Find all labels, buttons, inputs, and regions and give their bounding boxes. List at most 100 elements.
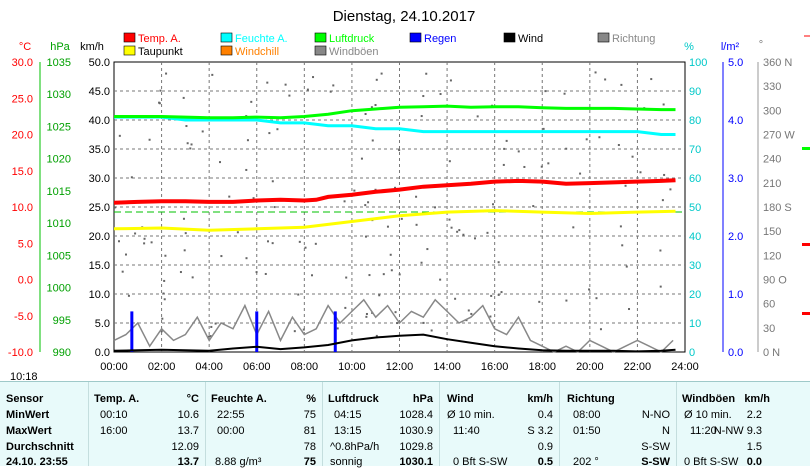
direction-dot — [585, 138, 588, 141]
pressure-tick: 1030 — [47, 89, 71, 101]
boeen-min: 2.2 — [746, 409, 762, 421]
direction-dot — [604, 78, 607, 81]
x-tick: 10:00 — [338, 361, 366, 373]
direction-tick: 210 — [763, 178, 781, 190]
x-tick: 22:00 — [624, 361, 652, 373]
direction-dot — [621, 244, 624, 247]
right-edge-markers — [802, 35, 810, 315]
direction-dot — [659, 249, 662, 252]
richtung-deg: 202 ° — [573, 456, 599, 468]
legend-label: Taupunkt — [138, 46, 183, 58]
rain-bar — [130, 311, 134, 352]
direction-dot — [130, 176, 133, 179]
temp-tick: 5.0 — [18, 238, 33, 250]
direction-dot — [228, 195, 231, 198]
direction-dot — [625, 265, 628, 268]
direction-dot — [190, 143, 193, 146]
temp-tick: -5.0 — [14, 311, 33, 323]
humidity-tick: 40 — [689, 231, 701, 243]
col-wind: Wind km/h Ø 10 min. 0.4 11:40 S 3.2 0.9 … — [439, 382, 560, 468]
direction-dot — [158, 101, 161, 104]
temp-max-time: 16:00 — [100, 425, 128, 437]
edge-marker — [802, 147, 810, 150]
druck-header: Luftdruck — [328, 393, 379, 405]
series-taupunkt — [113, 209, 676, 232]
direction-dot — [398, 149, 401, 152]
axis-headers: °C hPa km/h% l/m² ° — [19, 39, 763, 53]
direction-dot — [336, 327, 339, 330]
direction-dot — [159, 89, 162, 92]
feuchte-avg: 78 — [303, 441, 316, 453]
direction-dots — [114, 71, 672, 338]
temp-tick: 10.0 — [12, 202, 33, 214]
direction-dot — [439, 93, 442, 96]
row-label-sensor: Sensor — [6, 393, 44, 405]
direction-dot — [201, 130, 204, 133]
boeen-max: N-NW 9.3 — [713, 425, 762, 437]
humidity-tick: 60 — [689, 173, 701, 185]
direction-dot — [304, 246, 307, 249]
wind-tick: 0.0 — [95, 347, 110, 359]
direction-dot — [390, 269, 393, 272]
richtung-max-time: 01:50 — [573, 425, 601, 437]
direction-dot — [284, 83, 287, 86]
direction-dot — [505, 139, 508, 142]
temp-avg: 12.09 — [171, 441, 199, 453]
legend-label: Richtung — [612, 33, 655, 45]
direction-dot — [360, 157, 363, 160]
humidity-tick: 50 — [689, 202, 701, 214]
direction-dot — [163, 279, 166, 282]
pressure-tick: 995 — [53, 315, 71, 327]
direction-dot — [450, 226, 453, 229]
direction-dot — [118, 134, 121, 137]
rain-tick: 5.0 — [728, 57, 743, 69]
x-tick: 24:00 — [671, 361, 699, 373]
rain-bar — [255, 311, 259, 352]
direction-dot — [353, 189, 356, 192]
edge-marker — [802, 243, 810, 246]
direction-dot — [380, 72, 383, 75]
druck-min: 1028.4 — [399, 409, 433, 421]
direction-dot — [430, 329, 433, 332]
series-temp-a — [113, 178, 676, 205]
direction-dot — [367, 201, 370, 204]
direction-dot — [179, 271, 182, 274]
direction-dot — [398, 273, 401, 276]
x-tick: 04:00 — [195, 361, 223, 373]
axis-ticks: 30.0 25.0 20.0 15.0 10.0 5.0 0.0 -5.0 -10.0 1035 1… — [8, 57, 795, 373]
feuchte-current: 75 — [303, 456, 316, 468]
temp-tick: -10.0 — [8, 347, 33, 359]
legend-label: Windchill — [235, 46, 279, 58]
legend-label: Feuchte A. — [235, 33, 288, 45]
direction-dot — [311, 274, 314, 277]
rain-tick: 0.0 — [728, 347, 743, 359]
rain-tick: 4.0 — [728, 115, 743, 127]
col-temp: Temp. A. °C 00:10 10.6 16:00 13.7 12.09 … — [88, 382, 206, 468]
col-sensor: Sensor MinWert MaxWert Durchschnitt 24.1… — [0, 382, 89, 468]
direction-dot — [150, 241, 153, 244]
direction-dot — [448, 218, 451, 221]
rain-tick: 3.0 — [728, 173, 743, 185]
direction-dot — [490, 294, 493, 297]
wind-max: S 3.2 — [527, 425, 553, 437]
direction-dot — [454, 297, 457, 300]
legend-swatch — [123, 45, 136, 56]
direction-dot — [143, 237, 146, 240]
direction-dot — [669, 188, 672, 191]
pressure-tick: 990 — [53, 347, 71, 359]
direction-dot — [365, 315, 368, 318]
wind-tick: 15.0 — [89, 260, 110, 272]
direction-dot — [209, 335, 212, 338]
direction-dot — [540, 165, 543, 168]
direction-dot — [288, 94, 291, 97]
direction-dot — [579, 172, 582, 175]
direction-dot — [492, 203, 495, 206]
direction-dot — [476, 115, 479, 118]
direction-tick: 30 — [763, 323, 775, 335]
direction-dot — [189, 147, 192, 150]
direction-dot — [344, 306, 347, 309]
direction-dot — [470, 312, 473, 315]
temp-tick: 15.0 — [12, 166, 33, 178]
direction-dot — [245, 168, 248, 171]
direction-dot — [619, 225, 622, 228]
